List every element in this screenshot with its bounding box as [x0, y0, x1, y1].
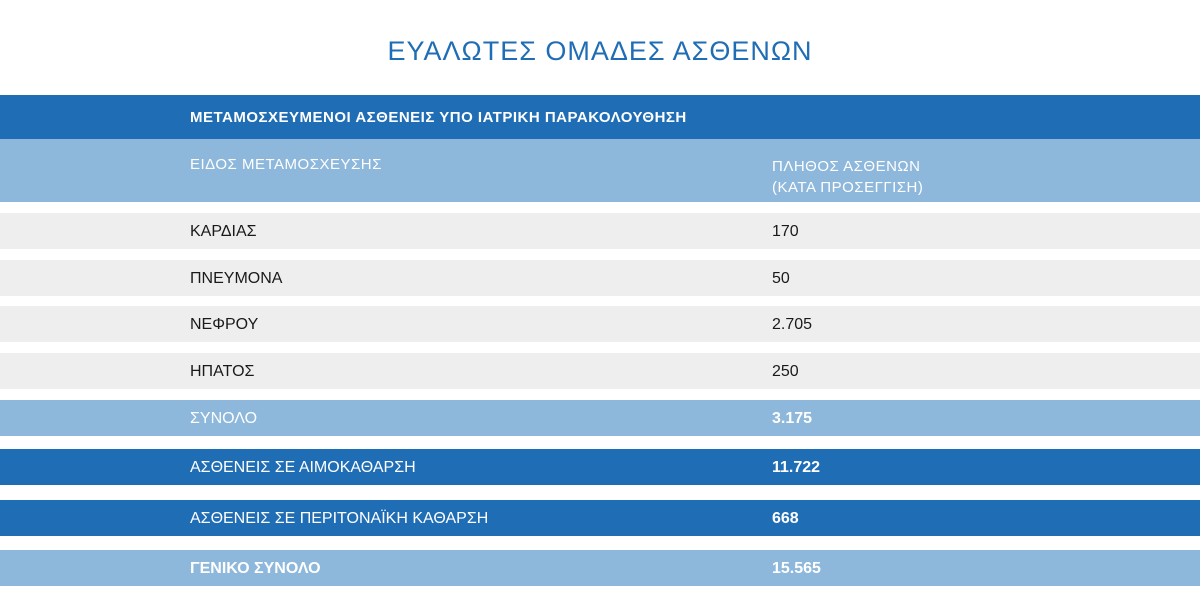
- column-header-line1: ΠΛΗΘΟΣ ΑΣΘΕΝΩΝ: [772, 158, 921, 175]
- row-label: ΗΠΑΤΟΣ: [190, 363, 255, 380]
- subtotal-row: ΣΥΝΟΛΟ 3.175: [0, 400, 1200, 436]
- subtotal-value: 3.175: [772, 410, 813, 427]
- row-value: 2.705: [772, 316, 813, 333]
- table-section-header: ΜΕΤΑΜΟΣΧΕΥΜΕΝΟΙ ΑΣΘΕΝΕΙΣ ΥΠΟ ΙΑΤΡΙΚΗ ΠΑΡ…: [0, 95, 1200, 139]
- row-label: ΝΕΦΡΟΥ: [190, 316, 259, 333]
- hemodialysis-label: ΑΣΘΕΝΕΙΣ ΣΕ ΑΙΜΟΚΑΘΑΡΣΗ: [190, 459, 416, 476]
- peritoneal-value: 668: [772, 510, 799, 527]
- grand-total-value: 15.565: [772, 560, 821, 577]
- table-row: ΠΝΕΥΜΟΝΑ 50: [0, 260, 1200, 296]
- column-header-patient-count: ΠΛΗΘΟΣ ΑΣΘΕΝΩΝ (ΚΑΤΑ ΠΡΟΣΕΓΓΙΣΗ): [772, 156, 923, 198]
- table-row: ΚΑΡΔΙΑΣ 170: [0, 213, 1200, 249]
- table-column-headers: ΕΙΔΟΣ ΜΕΤΑΜΟΣΧΕΥΣΗΣ ΠΛΗΘΟΣ ΑΣΘΕΝΩΝ (ΚΑΤΑ…: [0, 139, 1200, 202]
- row-label: ΚΑΡΔΙΑΣ: [190, 223, 257, 240]
- page-title: ΕΥΑΛΩΤΕΣ ΟΜΑΔΕΣ ΑΣΘΕΝΩΝ: [387, 36, 813, 66]
- table-row: ΝΕΦΡΟΥ 2.705: [0, 306, 1200, 342]
- hemodialysis-value: 11.722: [772, 459, 821, 476]
- grand-total-row: ΓΕΝΙΚΟ ΣΥΝΟΛΟ 15.565: [0, 550, 1200, 586]
- row-label: ΠΝΕΥΜΟΝΑ: [190, 270, 283, 287]
- row-value: 250: [772, 363, 799, 380]
- row-value: 170: [772, 223, 799, 240]
- hemodialysis-row: ΑΣΘΕΝΕΙΣ ΣΕ ΑΙΜΟΚΑΘΑΡΣΗ 11.722: [0, 449, 1200, 485]
- subtotal-label: ΣΥΝΟΛΟ: [190, 410, 258, 427]
- column-header-line2: (ΚΑΤΑ ΠΡΟΣΕΓΓΙΣΗ): [772, 179, 924, 196]
- column-header-transplant-type: ΕΙΔΟΣ ΜΕΤΑΜΟΣΧΕΥΣΗΣ: [190, 156, 382, 173]
- row-value: 50: [772, 270, 790, 287]
- table-row: ΗΠΑΤΟΣ 250: [0, 353, 1200, 389]
- grand-total-label: ΓΕΝΙΚΟ ΣΥΝΟΛΟ: [190, 560, 321, 577]
- peritoneal-row: ΑΣΘΕΝΕΙΣ ΣΕ ΠΕΡΙΤΟΝΑΪΚΗ ΚΑΘΑΡΣΗ 668: [0, 500, 1200, 536]
- section-title: ΜΕΤΑΜΟΣΧΕΥΜΕΝΟΙ ΑΣΘΕΝΕΙΣ ΥΠΟ ΙΑΤΡΙΚΗ ΠΑΡ…: [190, 109, 687, 126]
- peritoneal-label: ΑΣΘΕΝΕΙΣ ΣΕ ΠΕΡΙΤΟΝΑΪΚΗ ΚΑΘΑΡΣΗ: [190, 510, 489, 527]
